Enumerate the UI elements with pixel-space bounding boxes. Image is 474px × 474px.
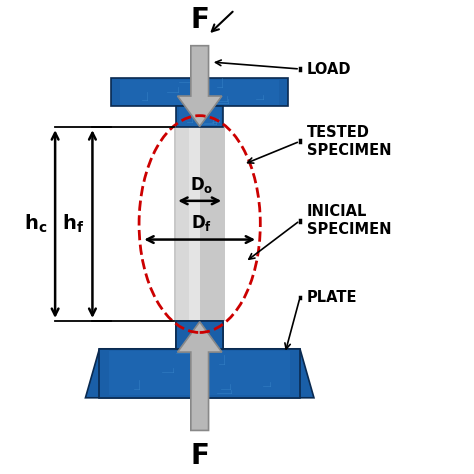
- Text: $\mathbf{h_f}$: $\mathbf{h_f}$: [62, 213, 84, 235]
- Bar: [176, 128, 189, 321]
- Bar: [120, 80, 280, 105]
- Bar: [190, 128, 200, 321]
- Text: $\mathbf{h_c}$: $\mathbf{h_c}$: [24, 213, 47, 235]
- Bar: [176, 321, 223, 349]
- Text: $\mathbf{D_f}$: $\mathbf{D_f}$: [191, 213, 213, 233]
- Bar: [179, 108, 221, 126]
- Text: LOAD: LOAD: [307, 62, 351, 76]
- FancyArrow shape: [178, 322, 222, 430]
- Polygon shape: [85, 349, 314, 398]
- Text: TESTED
SPECIMEN: TESTED SPECIMEN: [307, 125, 392, 158]
- Text: F: F: [190, 442, 209, 470]
- Bar: [176, 106, 223, 128]
- Text: PLATE: PLATE: [307, 290, 357, 305]
- Bar: [109, 351, 290, 395]
- Bar: [111, 78, 288, 106]
- FancyArrow shape: [178, 46, 222, 127]
- Text: F: F: [190, 6, 209, 34]
- Bar: [176, 321, 223, 349]
- Text: INICIAL
SPECIMEN: INICIAL SPECIMEN: [307, 204, 392, 237]
- Bar: [100, 349, 300, 398]
- Text: $\mathbf{D_o}$: $\mathbf{D_o}$: [190, 174, 214, 194]
- Bar: [174, 128, 225, 321]
